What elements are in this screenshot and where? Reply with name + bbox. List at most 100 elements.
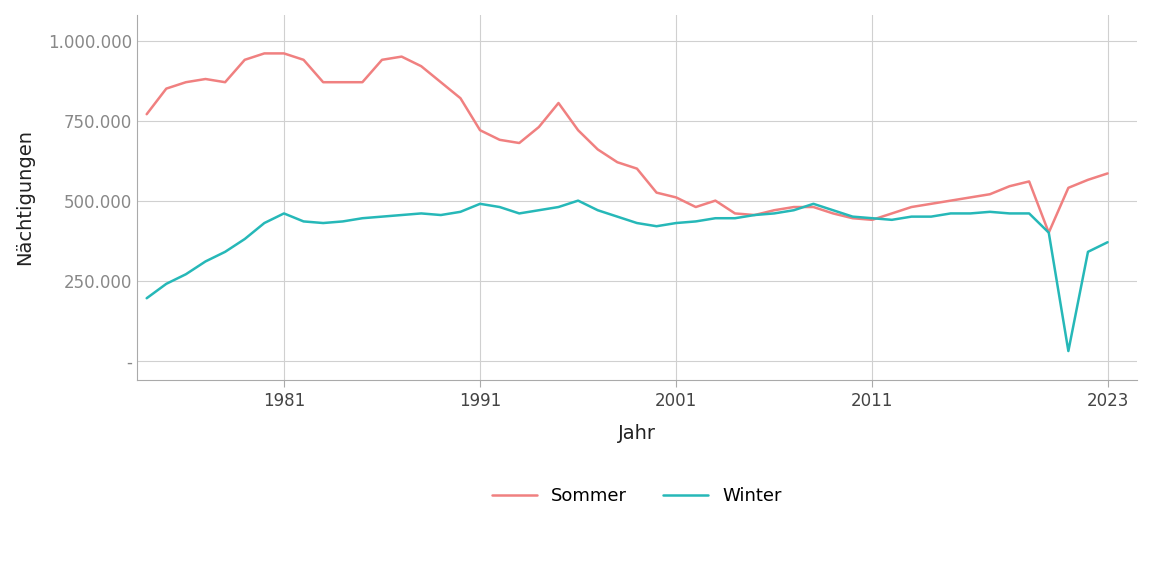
Sommer bbox=[630, 165, 644, 172]
Legend: Sommer, Winter: Sommer, Winter bbox=[484, 480, 789, 513]
Sommer bbox=[218, 79, 232, 86]
Winter bbox=[218, 248, 232, 255]
Sommer bbox=[611, 159, 624, 166]
Sommer bbox=[159, 85, 173, 92]
Winter bbox=[1041, 229, 1055, 236]
Sommer bbox=[297, 56, 311, 63]
Winter bbox=[198, 258, 212, 265]
Sommer bbox=[787, 203, 801, 210]
Sommer bbox=[493, 137, 507, 143]
Winter bbox=[513, 210, 526, 217]
Winter bbox=[767, 210, 781, 217]
Sommer bbox=[846, 215, 859, 222]
Sommer bbox=[552, 100, 566, 107]
Winter bbox=[669, 219, 683, 226]
Sommer bbox=[513, 139, 526, 146]
Winter bbox=[806, 200, 820, 207]
Winter bbox=[826, 207, 840, 214]
Sommer bbox=[454, 95, 468, 102]
Winter bbox=[650, 223, 664, 230]
Sommer bbox=[767, 207, 781, 214]
Line: Winter: Winter bbox=[146, 200, 1107, 351]
Sommer bbox=[237, 56, 251, 63]
Winter bbox=[943, 210, 957, 217]
Sommer bbox=[943, 197, 957, 204]
Sommer bbox=[1081, 176, 1094, 183]
Winter bbox=[179, 271, 192, 278]
Sommer bbox=[904, 203, 918, 210]
Winter bbox=[317, 219, 331, 226]
Winter bbox=[493, 203, 507, 210]
Winter bbox=[1081, 248, 1094, 255]
Winter bbox=[1100, 239, 1114, 246]
Sommer bbox=[473, 127, 487, 134]
Winter bbox=[904, 213, 918, 220]
Winter bbox=[728, 215, 742, 222]
Y-axis label: Nächtigungen: Nächtigungen bbox=[15, 130, 35, 266]
Sommer bbox=[395, 53, 409, 60]
Winter bbox=[611, 213, 624, 220]
Winter bbox=[395, 211, 409, 218]
Winter bbox=[336, 218, 350, 225]
Sommer bbox=[376, 56, 389, 63]
Winter bbox=[237, 236, 251, 242]
Sommer bbox=[650, 189, 664, 196]
Winter bbox=[571, 197, 585, 204]
Winter bbox=[473, 200, 487, 207]
Winter bbox=[376, 213, 389, 220]
Sommer bbox=[963, 194, 977, 201]
Sommer bbox=[885, 210, 899, 217]
Winter bbox=[963, 210, 977, 217]
Sommer bbox=[669, 194, 683, 201]
Sommer bbox=[1041, 229, 1055, 236]
Winter bbox=[434, 211, 448, 218]
Sommer bbox=[1061, 184, 1075, 191]
Sommer bbox=[415, 63, 429, 70]
Sommer bbox=[198, 75, 212, 82]
Sommer bbox=[336, 79, 350, 86]
Sommer bbox=[591, 146, 605, 153]
Sommer bbox=[826, 210, 840, 217]
Winter bbox=[983, 209, 996, 215]
Winter bbox=[591, 207, 605, 214]
Sommer bbox=[1022, 178, 1036, 185]
Sommer bbox=[571, 127, 585, 134]
Sommer bbox=[924, 200, 938, 207]
Sommer bbox=[689, 203, 703, 210]
Winter bbox=[924, 213, 938, 220]
Winter bbox=[1022, 210, 1036, 217]
X-axis label: Jahr: Jahr bbox=[617, 423, 655, 442]
Winter bbox=[885, 217, 899, 223]
Winter bbox=[787, 207, 801, 214]
Winter bbox=[846, 213, 859, 220]
Sommer bbox=[865, 217, 879, 223]
Winter bbox=[1061, 347, 1075, 354]
Sommer bbox=[1100, 170, 1114, 177]
Winter bbox=[454, 209, 468, 215]
Winter bbox=[276, 210, 290, 217]
Sommer bbox=[748, 211, 761, 218]
Sommer bbox=[728, 210, 742, 217]
Sommer bbox=[317, 79, 331, 86]
Sommer bbox=[257, 50, 271, 57]
Winter bbox=[139, 295, 153, 302]
Winter bbox=[532, 207, 546, 214]
Sommer bbox=[806, 203, 820, 210]
Sommer bbox=[179, 79, 192, 86]
Sommer bbox=[1002, 183, 1016, 190]
Winter bbox=[689, 218, 703, 225]
Winter bbox=[257, 219, 271, 226]
Winter bbox=[159, 281, 173, 287]
Winter bbox=[865, 215, 879, 222]
Line: Sommer: Sommer bbox=[146, 54, 1107, 233]
Winter bbox=[708, 215, 722, 222]
Winter bbox=[1002, 210, 1016, 217]
Winter bbox=[415, 210, 429, 217]
Sommer bbox=[532, 124, 546, 131]
Sommer bbox=[276, 50, 290, 57]
Sommer bbox=[356, 79, 370, 86]
Sommer bbox=[708, 197, 722, 204]
Winter bbox=[748, 211, 761, 218]
Winter bbox=[356, 215, 370, 222]
Winter bbox=[297, 218, 311, 225]
